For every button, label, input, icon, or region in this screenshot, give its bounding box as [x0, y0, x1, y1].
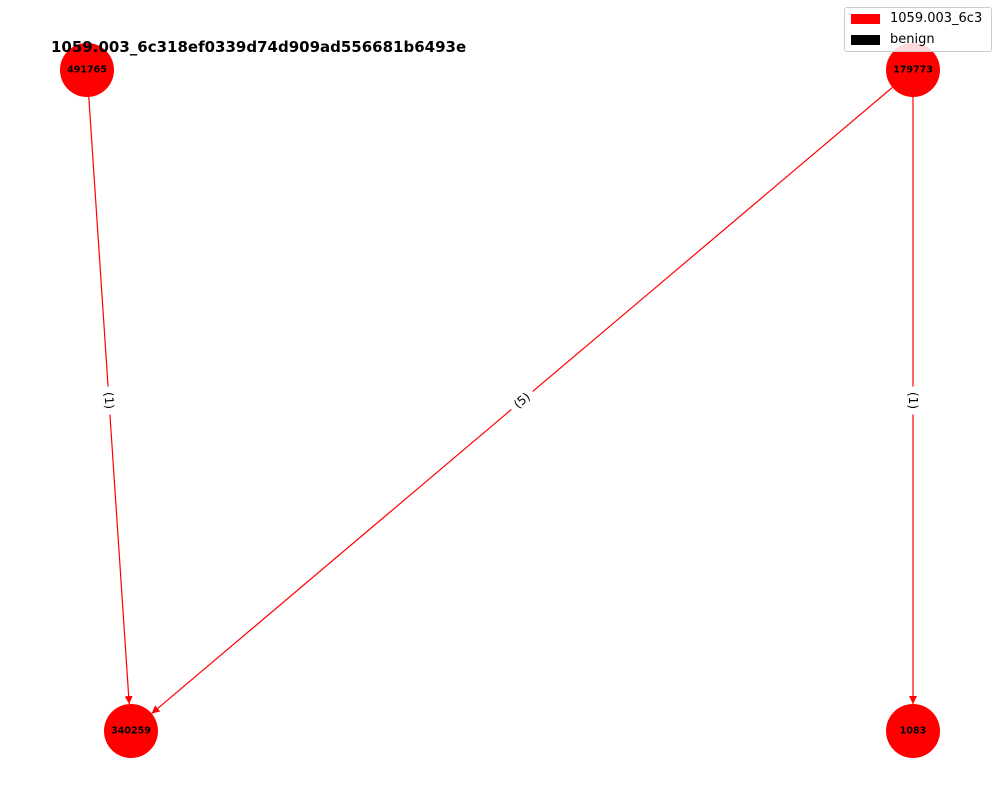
- edges-layer: [88, 86, 917, 715]
- node-179773[interactable]: 179773: [886, 43, 940, 97]
- legend-item-benign: benign: [851, 32, 935, 47]
- node-circle: [886, 43, 940, 97]
- legend-label-malicious: 1059.003_6c3: [890, 11, 983, 26]
- graph-title: 1059.003_6c318ef0339d74d909ad556681b6493…: [51, 38, 466, 56]
- edge-label-491765-340259: (1): [100, 385, 118, 416]
- edge-label-bg: [506, 385, 538, 416]
- legend-item-malicious: 1059.003_6c3: [851, 11, 982, 26]
- edge-labels-layer: (1) (5) (1): [100, 385, 921, 416]
- node-label: 491765: [67, 65, 107, 76]
- node-circle: [60, 43, 114, 97]
- legend: 1059.003_6c3 benign: [844, 7, 992, 52]
- node-circle: [104, 704, 158, 758]
- node-circle: [886, 704, 940, 758]
- node-491765[interactable]: 491765: [60, 43, 114, 97]
- edge-label-bg: [100, 385, 118, 416]
- node-label: 1083: [900, 726, 926, 737]
- edge-label: (1): [906, 392, 920, 409]
- node-340259[interactable]: 340259: [104, 704, 158, 758]
- node-label: 340259: [111, 726, 151, 737]
- node-1083[interactable]: 1083: [886, 704, 940, 758]
- edge-label-179773-1083: (1): [905, 386, 921, 415]
- edge-label-bg: [905, 386, 921, 415]
- legend-swatch-malicious: [851, 13, 880, 24]
- edge-label: (1): [101, 392, 116, 410]
- legend-swatch-benign: [851, 34, 880, 45]
- edge-label-179773-340259: (5): [506, 385, 538, 416]
- nodes-layer: 491765 179773 340259 1083: [60, 43, 940, 758]
- legend-label-benign: benign: [890, 32, 935, 47]
- node-label: 179773: [893, 65, 933, 76]
